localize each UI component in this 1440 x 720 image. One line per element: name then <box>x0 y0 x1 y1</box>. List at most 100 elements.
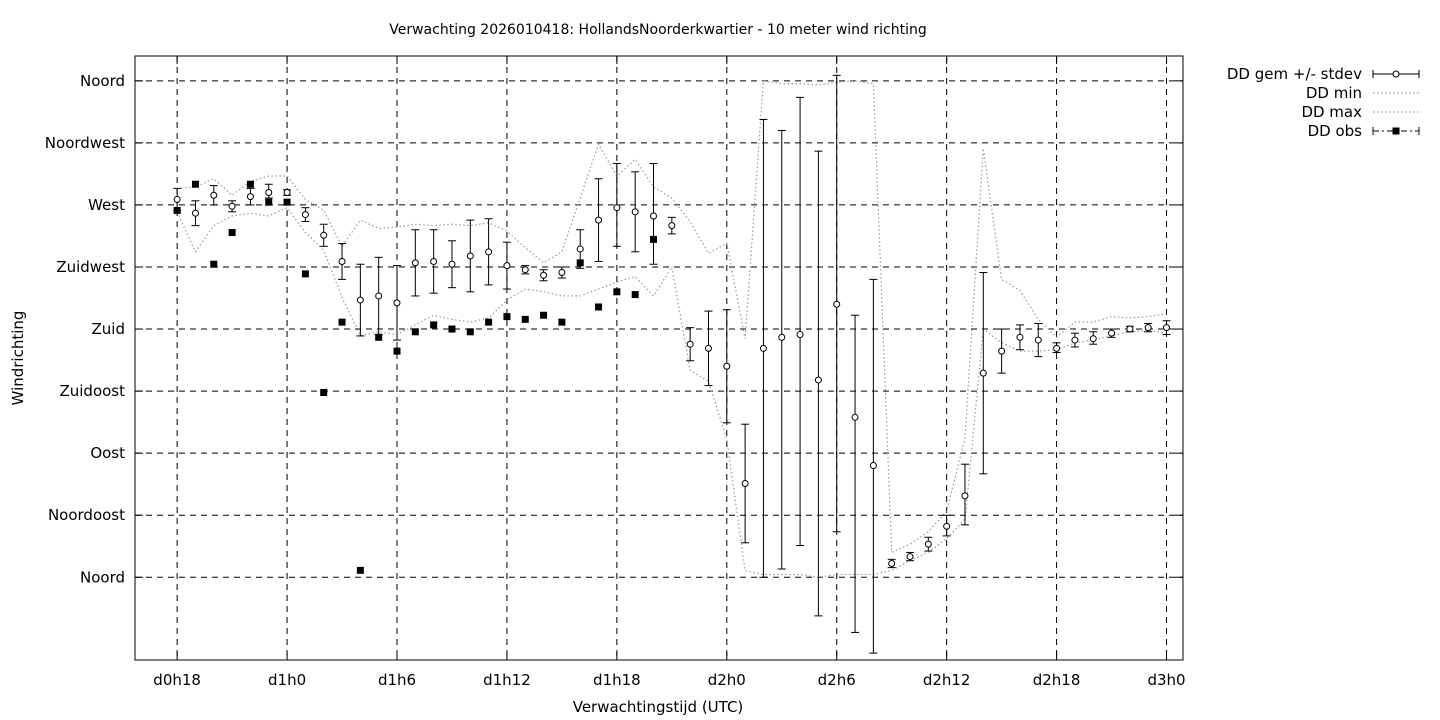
dd-gem-marker <box>283 189 291 197</box>
y-tick-label: Noordoost <box>48 506 125 524</box>
dd-gem-point <box>338 243 347 280</box>
dd-obs-marker <box>191 180 199 188</box>
dd-max-line <box>177 80 1167 554</box>
dd-gem-point <box>814 150 823 617</box>
dd-gem-marker <box>741 479 749 487</box>
dd-gem-point <box>319 223 328 247</box>
dd-obs-marker <box>448 325 456 333</box>
dd-gem-point <box>960 463 969 526</box>
dd-gem-point <box>704 310 713 387</box>
dd-gem-marker <box>796 331 804 339</box>
legend-entry: DD obs <box>1308 122 1420 140</box>
dd-gem-marker <box>320 231 328 239</box>
x-tick-label: d2h0 <box>708 671 746 689</box>
dd-gem-point <box>1070 332 1079 348</box>
legend-sample-marker <box>1392 127 1400 135</box>
dd-gem-point <box>576 229 585 269</box>
dd-gem-marker <box>558 269 566 277</box>
dd-obs-marker <box>540 311 548 319</box>
dd-gem-point <box>942 514 951 537</box>
dd-obs-marker <box>485 318 493 326</box>
dd-gem-point <box>924 536 933 552</box>
dd-gem-marker <box>210 191 218 199</box>
dd-gem-point <box>649 163 658 265</box>
dd-obs-marker <box>503 313 511 321</box>
dd-gem-point <box>228 200 237 213</box>
dd-obs-marker <box>466 328 474 336</box>
dd-gem-point <box>502 241 511 290</box>
dd-gem-point <box>484 218 493 286</box>
dd-gem-point <box>979 272 988 475</box>
dd-gem-marker <box>191 209 199 217</box>
dd-gem-point <box>612 163 621 247</box>
x-tick-label: d3h0 <box>1147 671 1185 689</box>
dd-gem-marker <box>375 292 383 300</box>
dd-gem-point <box>887 558 896 569</box>
dd-gem-point <box>539 269 548 282</box>
x-tick-label: d1h18 <box>593 671 641 689</box>
dd-gem-marker <box>173 195 181 203</box>
dd-gem-point <box>1125 325 1134 333</box>
dd-obs-marker <box>595 303 603 311</box>
x-axis-title: Verwachtingstijd (UTC) <box>573 698 744 716</box>
dd-gem-marker <box>888 559 896 567</box>
dd-gem-marker <box>503 262 511 270</box>
dd-obs-marker <box>411 328 419 336</box>
dd-obs-marker <box>631 291 639 299</box>
dd-gem-marker <box>1144 324 1152 332</box>
dd-gem-point <box>1162 320 1171 336</box>
dd-gem-point <box>191 200 200 227</box>
legend-label: DD min <box>1306 84 1362 102</box>
dd-gem-point <box>1034 323 1043 358</box>
legend-entry: DD gem +/- stdev <box>1227 65 1420 83</box>
dd-gem-marker <box>650 212 658 220</box>
dd-gem-point <box>356 263 365 337</box>
dd-gem-point <box>393 265 401 341</box>
dd-obs-marker <box>210 260 218 268</box>
dd-gem-marker <box>686 340 694 348</box>
dd-obs-marker <box>301 270 309 278</box>
y-tick-label: Zuid <box>92 320 125 338</box>
dd-gem-marker <box>521 266 529 274</box>
dd-gem-marker <box>1053 344 1061 352</box>
dd-gem-point <box>209 185 218 206</box>
dd-gem-point <box>686 327 695 362</box>
dd-gem-marker <box>979 369 987 377</box>
x-tick-label: d1h6 <box>378 671 416 689</box>
dd-gem-marker <box>778 333 786 341</box>
dd-obs-marker <box>576 259 584 267</box>
dd-gem-marker <box>1071 336 1079 344</box>
dd-gem-marker <box>1034 336 1042 344</box>
dd-gem-marker <box>1126 325 1134 333</box>
dd-gem-point <box>997 328 1006 374</box>
legend-entry: DD max <box>1301 103 1419 121</box>
dd-gem-marker <box>998 347 1006 355</box>
dd-gem-marker <box>924 540 932 548</box>
dd-gem-marker <box>631 208 639 216</box>
x-tick-label: d0h18 <box>153 671 201 689</box>
dd-gem-point <box>1144 323 1153 333</box>
legend-sample-marker <box>1392 70 1400 78</box>
y-tick-label: West <box>88 196 125 214</box>
series-layer <box>173 74 1171 654</box>
dd-min-line <box>176 206 1167 578</box>
y-tick-label: Noord <box>80 568 125 586</box>
y-tick-label: Noord <box>80 72 125 90</box>
dd-gem-marker <box>1108 329 1116 337</box>
dd-obs-marker <box>356 566 364 574</box>
dd-gem-marker <box>723 362 731 370</box>
y-tick-label: Oost <box>90 444 125 462</box>
dd-gem-point <box>301 207 310 222</box>
dd-gem-marker <box>1163 324 1171 332</box>
dd-gem-marker <box>301 211 309 219</box>
dd-gem-marker <box>759 344 767 352</box>
dd-obs-marker <box>246 180 254 188</box>
dd-gem-marker <box>430 257 438 265</box>
y-axis-title: Windrichting <box>9 311 27 406</box>
dd-gem-marker <box>668 222 676 230</box>
dd-gem-marker <box>906 553 914 561</box>
dd-gem-point <box>777 129 786 570</box>
dd-gem-marker <box>613 204 621 212</box>
